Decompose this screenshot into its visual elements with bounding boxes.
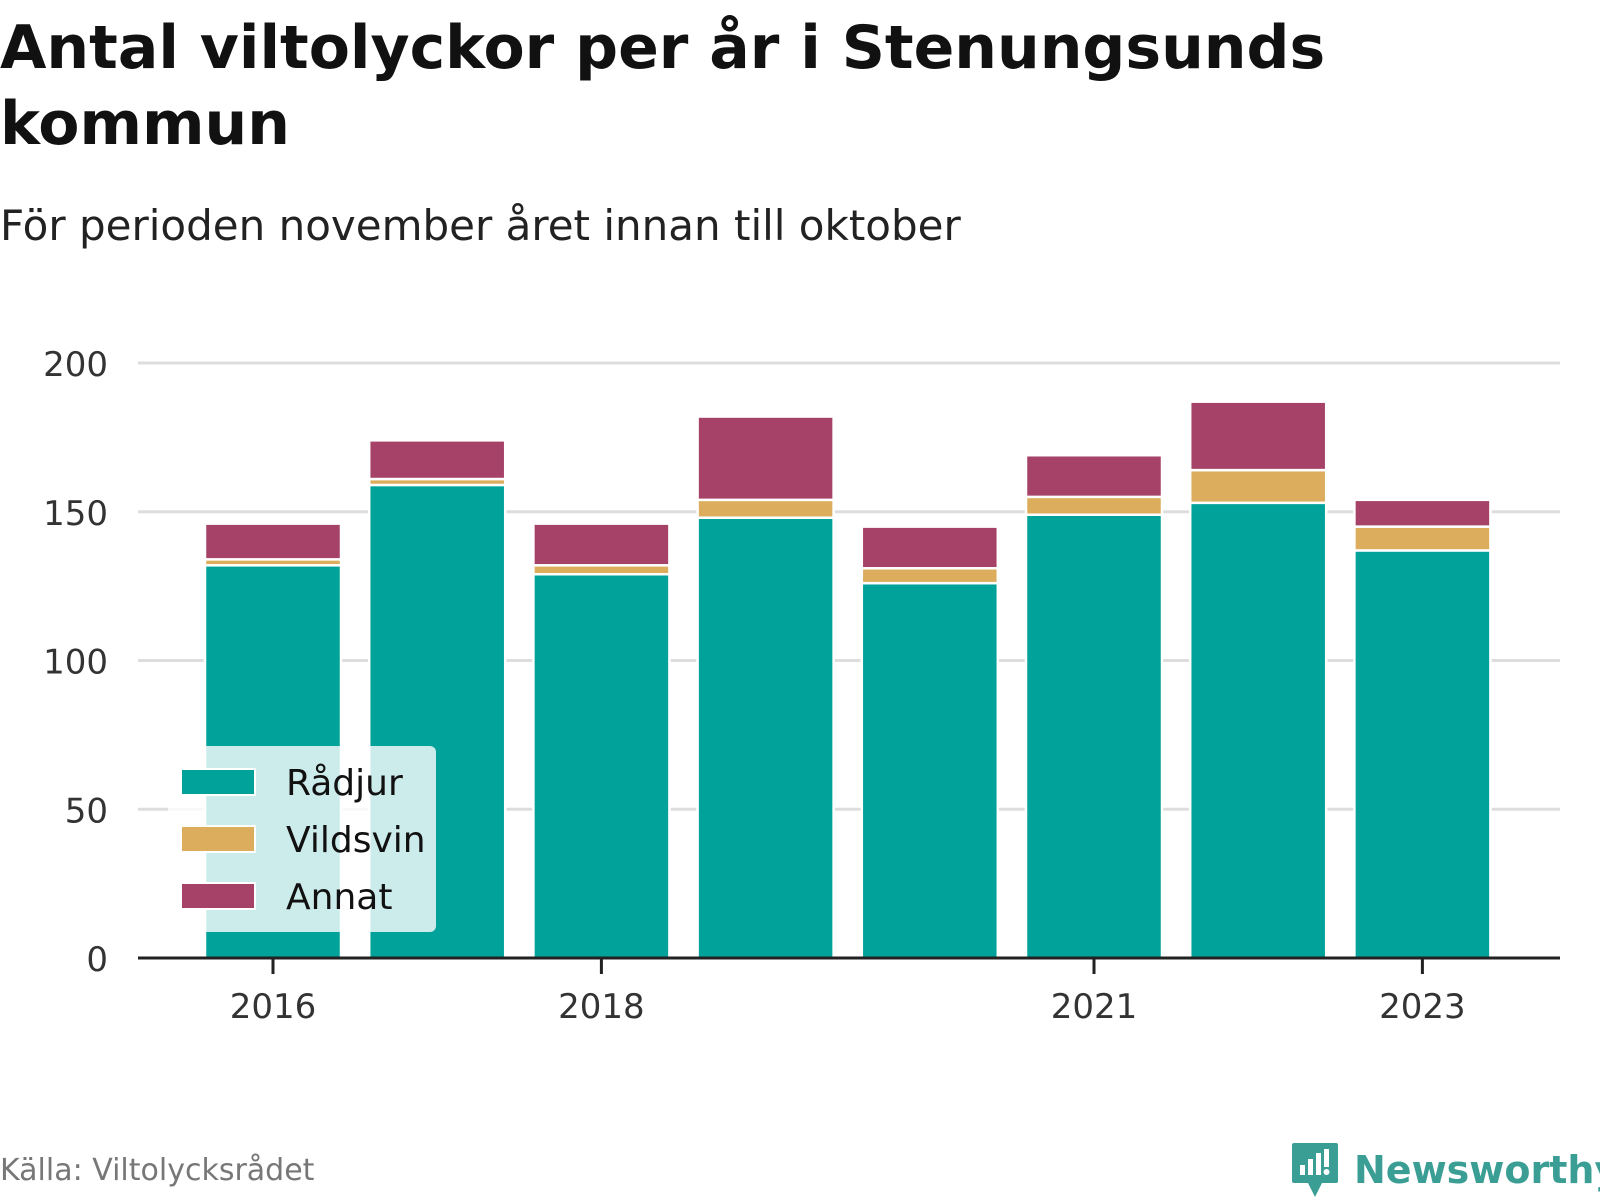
bar-vildsvin-2023 — [1353, 525, 1492, 552]
bar-vildsvin-2020 — [860, 567, 1000, 585]
y-tick-label: 150 — [43, 494, 108, 534]
bar-annat-2021 — [1024, 453, 1164, 499]
x-tick-label: 2016 — [230, 987, 317, 1027]
legend-swatch-rdjur — [180, 768, 256, 796]
brand-logo: Newsworthy — [1290, 1140, 1600, 1200]
bar-rdjur-2021 — [1024, 513, 1164, 960]
newsworthy-logo-icon — [1292, 1143, 1338, 1197]
bar-annat-2023 — [1353, 498, 1492, 528]
bar-vildsvin-2018 — [532, 564, 671, 576]
x-tick-label: 2021 — [1051, 987, 1138, 1027]
y-tick-label: 200 — [43, 345, 108, 385]
bar-rdjur-2019 — [696, 516, 835, 960]
bar-annat-2022 — [1188, 400, 1328, 472]
chart-title: Antal viltolyckor per år i Stenungsunds … — [0, 13, 1326, 159]
bar-rdjur-2022 — [1188, 501, 1328, 960]
bar-vildsvin-2022 — [1188, 468, 1328, 505]
legend-label: Rådjur — [286, 763, 403, 804]
x-tick-label: 2023 — [1379, 987, 1466, 1027]
legend-label: Vildsvin — [286, 820, 426, 861]
bar-rdjur-2023 — [1353, 549, 1492, 960]
bar-annat-2016 — [203, 522, 343, 561]
bar-vildsvin-2021 — [1024, 495, 1164, 516]
bar-annat-2020 — [860, 525, 1000, 570]
chart-subtitle: För perioden november året innan till ok… — [0, 201, 961, 250]
bar-vildsvin-2019 — [696, 498, 835, 519]
bar-annat-2019 — [696, 415, 835, 502]
brand-name: Newsworthy — [1354, 1148, 1600, 1192]
legend-swatch-annat — [180, 882, 256, 910]
legend-label: Annat — [286, 877, 392, 918]
bar-rdjur-2020 — [860, 581, 1000, 960]
y-tick-label: 0 — [86, 940, 108, 980]
y-tick-label: 100 — [43, 643, 108, 683]
bar-rdjur-2018 — [532, 572, 671, 960]
y-tick-label: 50 — [65, 791, 108, 831]
x-tick-label: 2018 — [558, 987, 645, 1027]
bar-annat-2017 — [367, 439, 507, 481]
legend-swatch-vildsvin — [180, 825, 256, 853]
bar-annat-2018 — [532, 522, 671, 567]
source-note: Källa: Viltolycksrådet — [0, 1153, 315, 1188]
